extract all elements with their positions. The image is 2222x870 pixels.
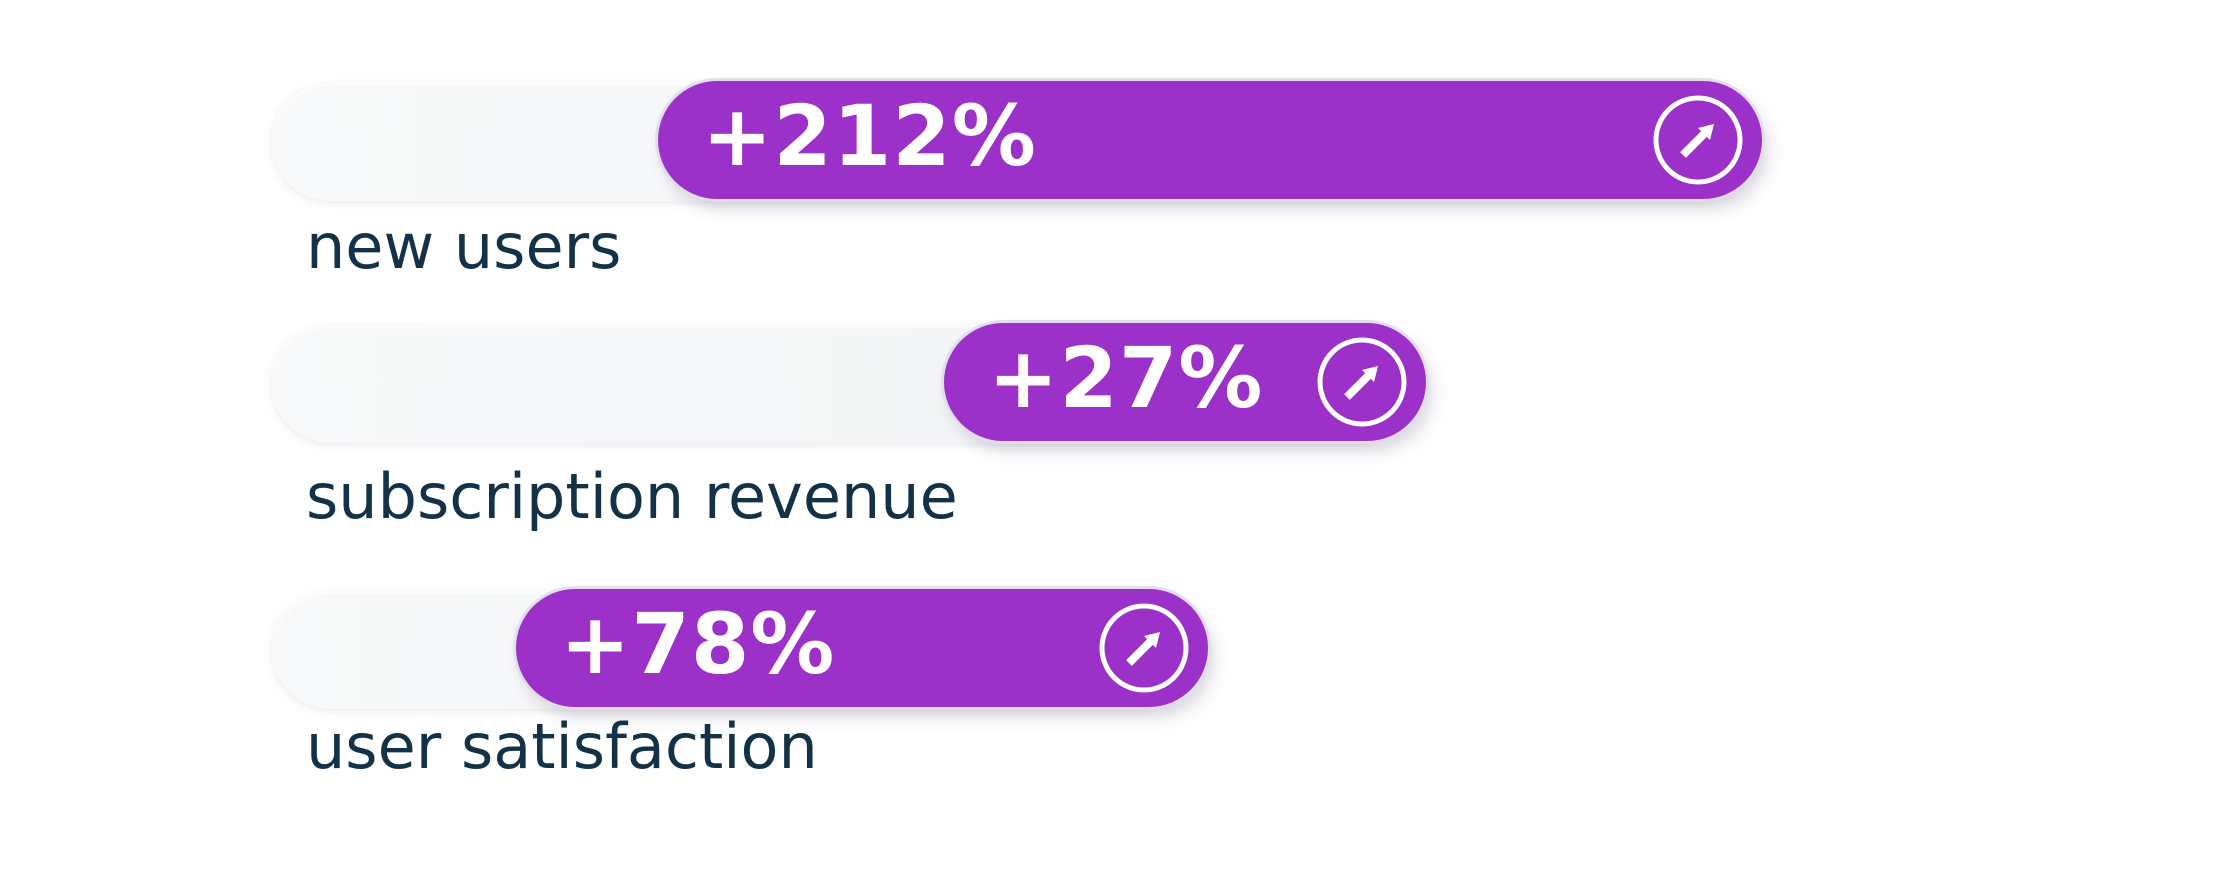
bar-user-satisfaction: +78% [516,589,1208,707]
value-label: +212% [702,87,1037,186]
bar-new-users: +212% [658,81,1762,199]
trend-up-arrow-icon [1653,95,1743,185]
category-label: subscription revenue [306,460,958,533]
category-label: new users [306,210,622,283]
value-label: +27% [988,329,1264,428]
category-label: user satisfaction [306,710,818,783]
value-label: +78% [560,595,836,694]
trend-up-arrow-icon [1317,337,1407,427]
trend-up-arrow-icon [1099,603,1189,693]
bar-subscription-revenue: +27% [944,323,1426,441]
